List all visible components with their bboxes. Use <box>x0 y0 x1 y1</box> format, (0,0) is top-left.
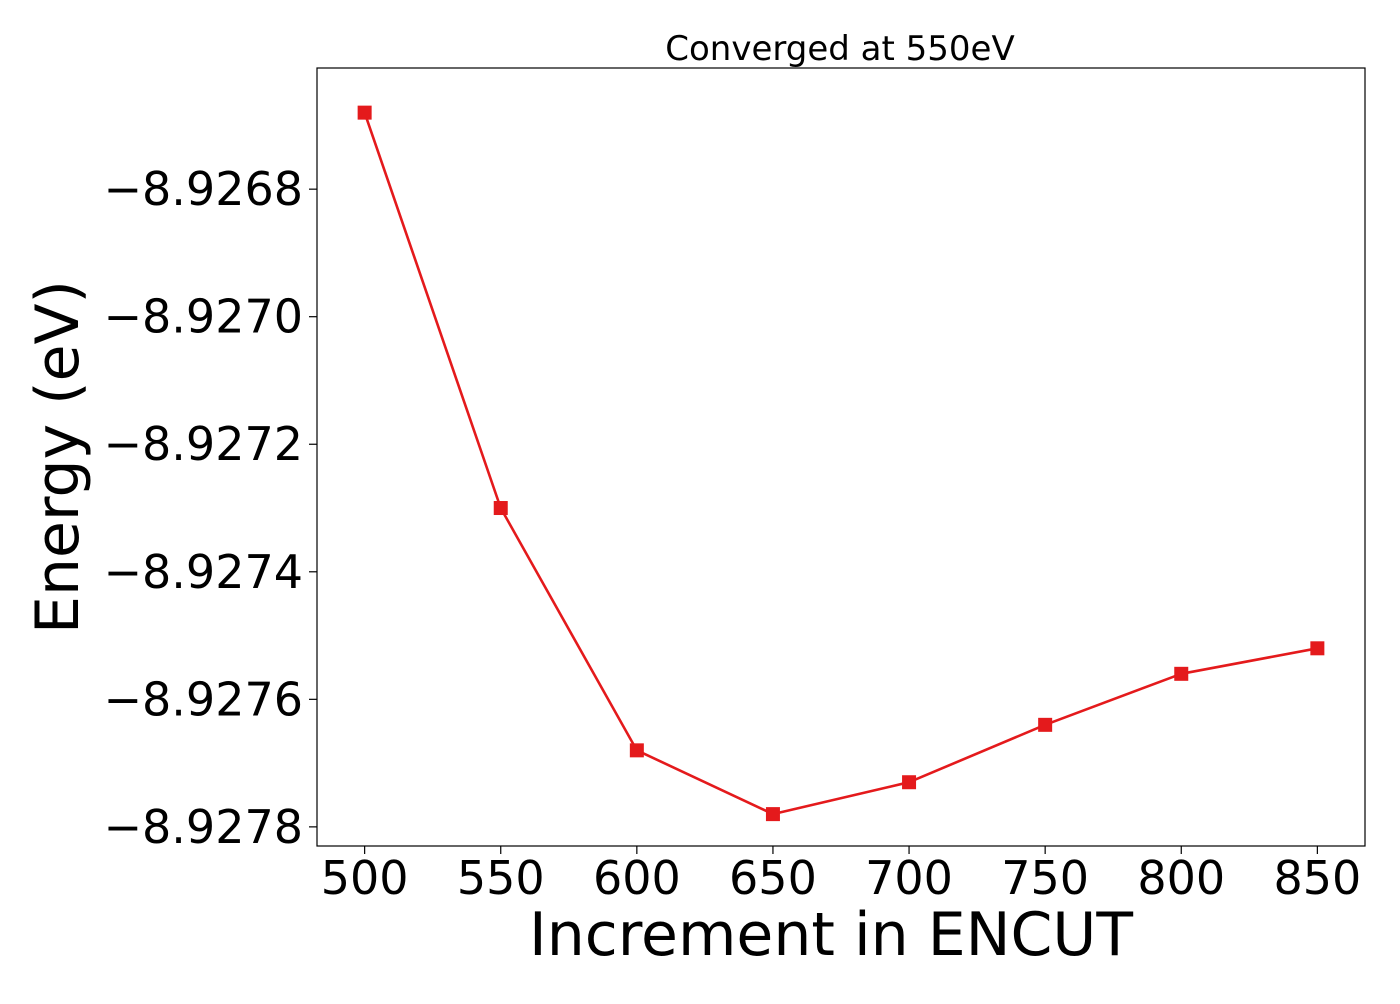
series-layer <box>357 105 1325 822</box>
y-tick-label: −8.9278 <box>104 800 304 854</box>
y-tick-label: −8.9272 <box>104 417 304 471</box>
x-tick-label: 700 <box>865 851 953 905</box>
x-axis: 500 550 600 650 700 750 800 850 <box>321 846 1361 905</box>
y-tick-label: −8.9270 <box>104 290 304 344</box>
data-point-marker <box>629 743 644 758</box>
data-point-marker <box>765 807 780 822</box>
data-point-marker <box>902 775 917 790</box>
y-tick-label: −8.9268 <box>104 162 304 216</box>
y-axis: −8.9268 −8.9270 −8.9272 −8.9274 −8.9276 −8.92… <box>104 162 317 854</box>
x-tick-label: 600 <box>593 851 681 905</box>
data-point-marker <box>1310 641 1325 656</box>
data-point-marker <box>357 105 372 120</box>
data-point-marker <box>493 501 508 516</box>
y-tick-label: −8.9274 <box>104 545 304 599</box>
series-line <box>363 112 1318 816</box>
x-tick-label: 650 <box>729 851 817 905</box>
x-axis-label: Increment in ENCUT <box>529 900 1133 970</box>
y-axis-label: Energy (eV) <box>23 280 93 634</box>
data-point-marker <box>1038 717 1053 732</box>
x-tick-label: 800 <box>1137 851 1225 905</box>
x-tick-label: 850 <box>1273 851 1361 905</box>
chart-title: Converged at 550eV <box>665 29 1014 69</box>
x-tick-label: 500 <box>321 851 409 905</box>
x-tick-label: 750 <box>1001 851 1089 905</box>
x-tick-label: 550 <box>457 851 545 905</box>
data-point-marker <box>1174 666 1189 681</box>
plot-area-frame <box>316 67 1366 847</box>
y-tick-label: −8.9276 <box>104 672 304 726</box>
